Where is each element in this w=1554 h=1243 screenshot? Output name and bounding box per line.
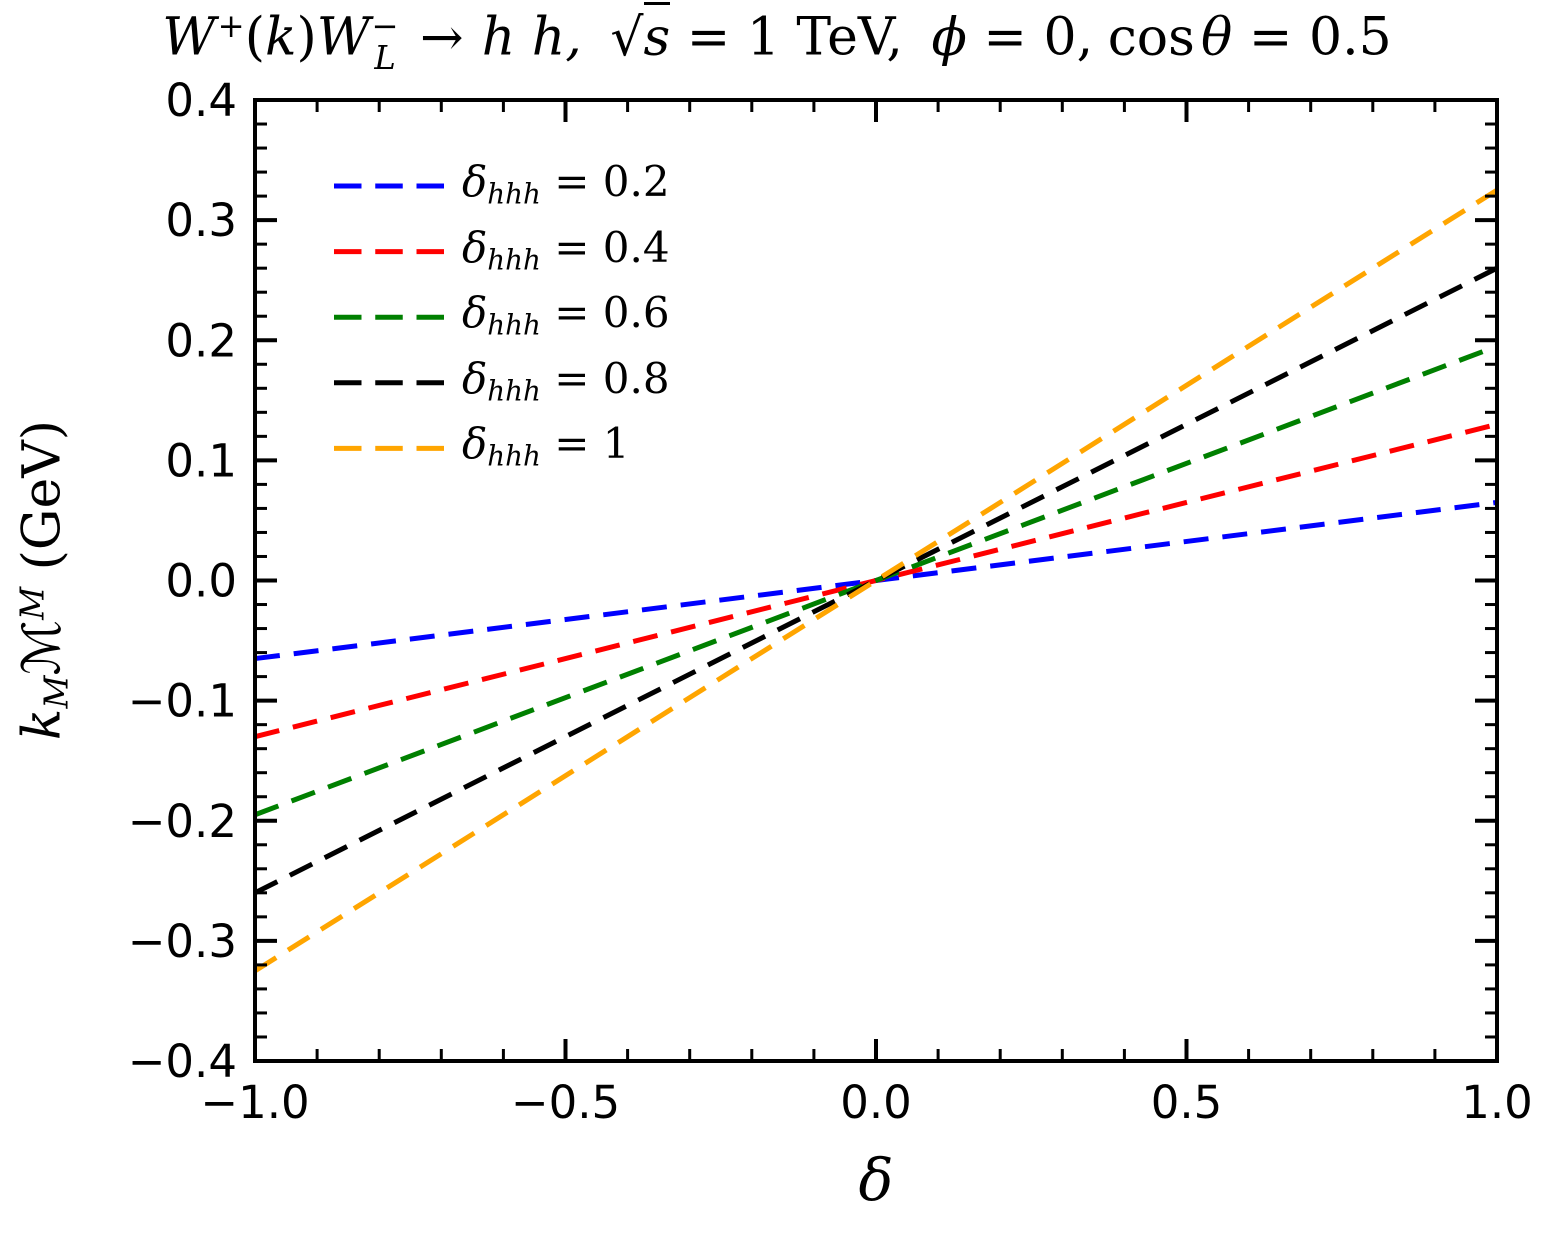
- title-w2-sub: L: [374, 39, 396, 78]
- legend-label-delta_hhh_0.6: δhhh = 0.6: [462, 288, 670, 342]
- legend-delta-symbol: δ: [462, 419, 488, 469]
- x-tick-label: 0.0: [840, 1076, 912, 1129]
- legend-value: = 0.2: [540, 156, 670, 206]
- legend-label-delta_hhh_1: δhhh = 1: [462, 419, 629, 473]
- y-tick-label: −0.4: [128, 1035, 237, 1088]
- legend-label-delta_hhh_0.2: δhhh = 0.2: [462, 157, 670, 211]
- y-tick-label: 0.0: [165, 555, 237, 608]
- y-tick-label: −0.3: [128, 915, 237, 968]
- legend-value: = 1: [540, 419, 630, 469]
- legend-delta-symbol: δ: [462, 288, 488, 338]
- title-sqrt-s: s: [643, 1, 671, 68]
- title-phi: ϕ: [931, 7, 967, 68]
- ylabel-unit: (GeV): [12, 419, 73, 587]
- series-line-delta_hhh_0.6: [254, 343, 1498, 818]
- title-lparen: (: [244, 7, 265, 68]
- title-w1-sup: +: [217, 7, 245, 45]
- ylabel-script-m: ℳ: [12, 619, 73, 676]
- title-w1: W: [162, 7, 216, 68]
- x-ticks: [253, 100, 1499, 1061]
- legend-delta-symbol: δ: [462, 353, 488, 403]
- legend-delta-subscript: hhh: [487, 308, 541, 342]
- title-theta: θ: [1201, 7, 1233, 68]
- title-w2-supsub: − L: [371, 6, 399, 78]
- title-radical: √: [610, 7, 644, 68]
- ylabel-m-sup: M: [13, 586, 52, 620]
- title-cos: cos: [1107, 7, 1195, 68]
- series-lines: [253, 187, 1499, 974]
- x-tick-label: −0.5: [511, 1076, 620, 1129]
- legend-delta-subscript: hhh: [487, 374, 541, 408]
- y-axis-label: kMℳM (GeV): [12, 420, 75, 740]
- legend-delta-symbol: δ: [462, 222, 488, 272]
- y-tick-label: 0.1: [165, 434, 237, 487]
- x-tick-labels: −1.0 −0.5 0.0 0.5 1.0: [200, 1076, 1532, 1129]
- legend-delta-subscript: hhh: [487, 177, 541, 211]
- legend-label-delta_hhh_0.4: δhhh = 0.4: [462, 223, 670, 277]
- title-eq-tev: = 1 TeV,: [670, 7, 903, 68]
- y-ticks: [255, 98, 1497, 1063]
- legend-swatches: [334, 183, 444, 451]
- title-arrow: →: [419, 7, 464, 68]
- title-w2: W: [316, 7, 371, 68]
- title-eq-zero: = 0,: [966, 7, 1094, 68]
- title-eq-end: = 0.5: [1232, 7, 1392, 68]
- title-hh: h h,: [481, 7, 582, 68]
- legend-value: = 0.4: [540, 222, 670, 272]
- legend-delta-subscript: hhh: [487, 440, 541, 474]
- y-tick-label: 0.2: [165, 314, 237, 367]
- x-tick-label: 1.0: [1461, 1076, 1533, 1129]
- ylabel-k-sub: M: [37, 675, 76, 709]
- title-rparen: ): [296, 7, 317, 68]
- title-k: k: [264, 7, 297, 68]
- x-tick-label: −1.0: [200, 1076, 309, 1129]
- y-tick-label: −0.2: [128, 795, 237, 848]
- legend-label-delta_hhh_0.8: δhhh = 0.8: [462, 354, 670, 408]
- title-w2-sup: −: [371, 6, 399, 45]
- y-tick-label: 0.4: [165, 74, 237, 127]
- y-tick-label: 0.3: [165, 194, 237, 247]
- y-tick-labels: 0.4 0.3 0.2 0.1 0.0 −0.1 −0.2 −0.3 −0.4: [128, 74, 237, 1088]
- chart-title: W+(k)W − L → h h, √s = 1 TeV, ϕ = 0, cos θ = 0.5: [127, 1, 1427, 78]
- x-tick-label: 0.5: [1151, 1076, 1223, 1129]
- ylabel-k: k: [12, 708, 73, 741]
- legend-value: = 0.6: [540, 288, 670, 338]
- legend-value: = 0.8: [540, 353, 670, 403]
- legend-delta-subscript: hhh: [487, 243, 541, 277]
- legend-delta-symbol: δ: [462, 156, 488, 206]
- y-tick-label: −0.1: [128, 675, 237, 728]
- x-axis-label: δ: [858, 1146, 894, 1214]
- series-line-delta_hhh_1: [253, 187, 1499, 974]
